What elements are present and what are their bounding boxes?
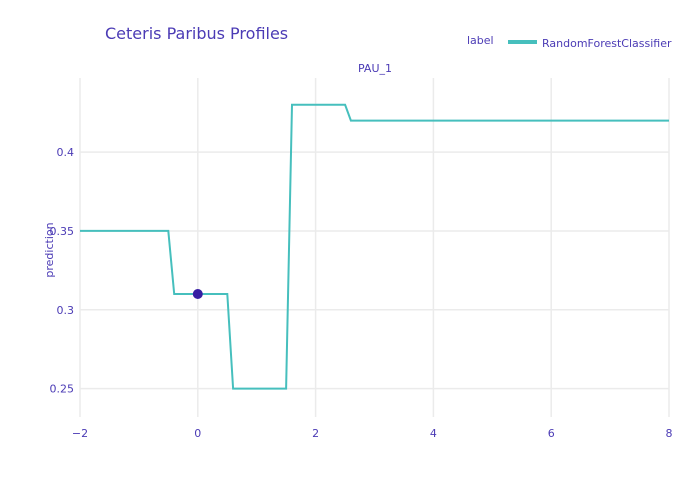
x-tick-label: 6 — [548, 427, 555, 440]
grid-layer — [79, 78, 670, 417]
series-layer — [80, 103, 669, 390]
x-tick-label: 0 — [194, 427, 201, 440]
legend[interactable]: label RandomForestClassifier — [467, 34, 672, 50]
x-tick-label: 8 — [666, 427, 673, 440]
observation-layer — [192, 289, 203, 300]
series-line-randomforestclassifier — [80, 103, 669, 390]
y-tick-label: 0.25 — [50, 383, 75, 396]
legend-label-randomforestclassifier: RandomForestClassifier — [542, 37, 672, 50]
y-axis-label: prediction — [43, 222, 56, 277]
x-tick-label: 2 — [312, 427, 319, 440]
tick-layer: −2 0 2 4 6 8 0.25 0.3 0.35 0.4 — [50, 146, 673, 440]
observation-point — [192, 289, 203, 300]
chart-title: Ceteris Paribus Profiles — [105, 24, 288, 43]
y-tick-label: 0.4 — [57, 146, 75, 159]
subplot-title: PAU_1 — [358, 62, 392, 75]
y-tick-label: 0.3 — [57, 304, 75, 317]
y-tick-label: 0.35 — [50, 225, 75, 238]
legend-title: label — [467, 34, 494, 47]
x-tick-label: 4 — [430, 427, 437, 440]
x-tick-label: −2 — [72, 427, 88, 440]
